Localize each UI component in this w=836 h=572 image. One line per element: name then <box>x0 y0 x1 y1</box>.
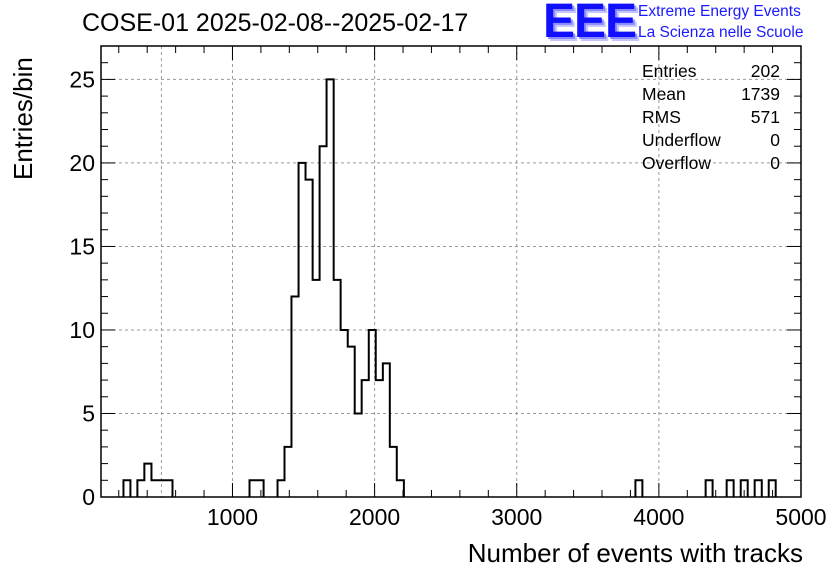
histogram-bin <box>348 347 355 497</box>
histogram-bin <box>137 480 144 497</box>
x-tick-label: 2000 <box>349 504 400 530</box>
y-tick-label: 0 <box>82 484 95 510</box>
stats-value: 571 <box>750 107 780 127</box>
histogram-bin <box>320 146 327 497</box>
stats-label: RMS <box>642 107 681 127</box>
histogram-bin <box>306 180 313 497</box>
histogram-bin <box>284 447 291 497</box>
stats-label: Underflow <box>642 130 721 150</box>
x-axis-label: Number of events with tracks <box>467 538 803 568</box>
stats-value: 202 <box>750 61 780 81</box>
stats-label: Mean <box>642 84 686 104</box>
stats-label: Entries <box>642 61 697 81</box>
grid-lines <box>101 46 801 497</box>
stats-value: 1739 <box>741 84 780 104</box>
histogram-bin <box>635 480 642 497</box>
histogram-outline <box>122 78 777 497</box>
stats-row-rms: RMS 571 <box>642 106 780 129</box>
y-tick-label: 15 <box>69 233 95 259</box>
histogram-bin <box>383 363 390 497</box>
stats-value: 0 <box>770 130 780 150</box>
stats-label: Overflow <box>642 153 712 173</box>
y-tick-label: 10 <box>69 317 95 343</box>
stats-value: 0 <box>770 153 780 173</box>
histogram-bin <box>706 480 713 497</box>
histogram-bin <box>158 480 165 497</box>
eee-logo: EEE Extreme Energy Events La Scienza nel… <box>543 0 833 48</box>
stats-row-mean: Mean 1739 <box>642 83 780 106</box>
x-tick-label: 1000 <box>207 504 258 530</box>
histogram-bin <box>151 480 158 497</box>
histogram-bin <box>144 464 151 497</box>
histogram-bin <box>327 79 334 497</box>
stats-row-underflow: Underflow 0 <box>642 129 780 152</box>
histogram-bin <box>123 480 130 497</box>
histogram-bin <box>390 447 397 497</box>
axis-tick-labels: 1000 2000 3000 4000 5000 0 5 10 15 20 25 <box>69 66 826 530</box>
stats-box: Entries 202 Mean 1739 RMS 571 Underflow … <box>642 60 780 175</box>
histogram-bin <box>256 480 263 497</box>
stats-row-entries: Entries 202 <box>642 60 780 83</box>
histogram-bin <box>166 480 173 497</box>
stats-row-overflow: Overflow 0 <box>642 152 780 175</box>
x-tick-label: 4000 <box>633 504 684 530</box>
chart-title: COSE-01 2025-02-08--2025-02-17 <box>82 9 469 37</box>
x-tick-label: 3000 <box>491 504 542 530</box>
plot-frame <box>100 45 802 498</box>
histogram-bin <box>313 280 320 497</box>
histogram-bin <box>362 380 369 497</box>
histogram-bin <box>250 480 257 497</box>
y-tick-label: 25 <box>69 66 95 92</box>
histogram-bin <box>376 380 383 497</box>
logo-text-line1: Extreme Energy Events <box>638 3 801 20</box>
histogram-bin <box>755 480 762 497</box>
x-tick-label: 5000 <box>775 504 826 530</box>
histogram-bin <box>727 480 734 497</box>
axis-ticks <box>101 45 802 498</box>
y-axis-label: Entries/bin <box>8 57 38 180</box>
y-tick-label: 20 <box>69 150 95 176</box>
logo-mark: EEE <box>543 0 637 48</box>
histogram-bin <box>291 297 298 497</box>
histogram-bin <box>355 413 362 497</box>
histogram-bin <box>278 480 285 497</box>
histogram-bin <box>334 280 341 497</box>
logo-text-line2: La Scienza nelle Scuole <box>638 24 804 41</box>
y-tick-label: 5 <box>82 400 95 426</box>
